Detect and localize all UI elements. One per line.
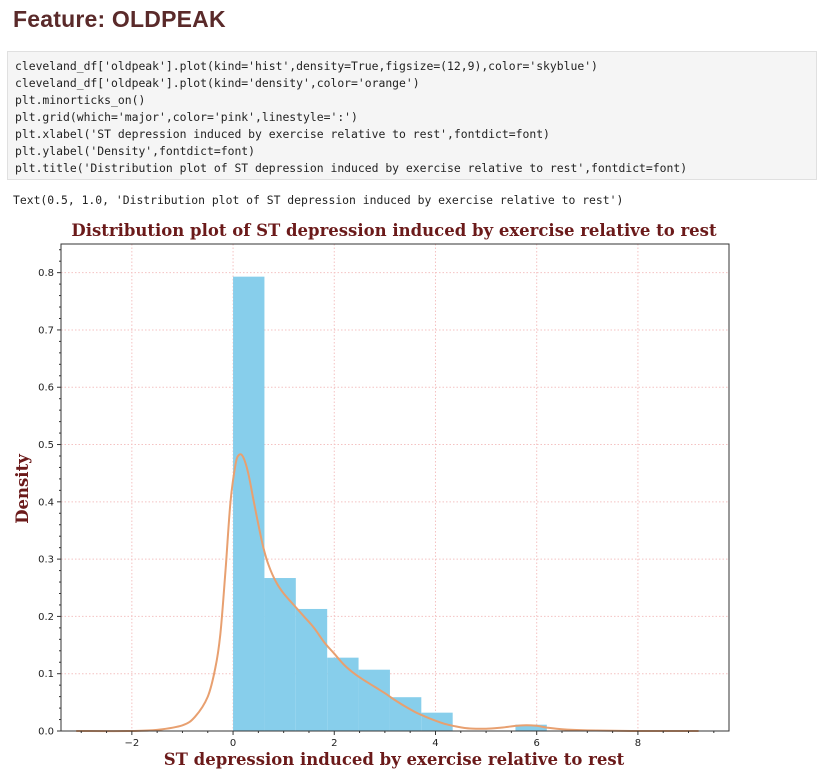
y-tick-label: 0.4	[38, 497, 54, 508]
histogram-bar	[233, 276, 265, 731]
x-tick-label: 0	[230, 738, 236, 749]
page-title: Feature: OLDPEAK	[13, 6, 226, 32]
grid-lines	[61, 244, 729, 732]
x-tick-label: 8	[635, 738, 641, 749]
x-tick-label: 2	[331, 738, 337, 749]
density-curve	[76, 453, 699, 733]
code-line: plt.title('Distribution plot of ST depre…	[15, 161, 688, 175]
histogram-bar	[515, 724, 547, 731]
y-tick-label: 0.2	[38, 612, 54, 623]
axis-ticks: −2 0 2 4 6 8 0.0 0.1 0.2 0.3 0.4 0.5 0.6 0.7 0.8	[38, 249, 715, 749]
code-line: cleveland_df['oldpeak'].plot(kind='hist'…	[15, 59, 598, 73]
y-tick-label: 0.5	[38, 440, 54, 451]
code-line: plt.grid(which='major',color='pink',line…	[15, 110, 358, 124]
x-tick-label: 6	[534, 738, 540, 749]
density-histogram-chart: Distribution plot of ST depression induc…	[13, 221, 730, 769]
y-axis-label: Density	[13, 454, 32, 524]
cell-output-text: Text(0.5, 1.0, 'Distribution plot of ST …	[13, 193, 624, 207]
chart-title: Distribution plot of ST depression induc…	[71, 221, 717, 240]
code-line: plt.minorticks_on()	[15, 93, 146, 107]
histogram-bars	[233, 276, 547, 731]
y-tick-label: 0.3	[38, 555, 54, 566]
x-axis-label: ST depression induced by exercise relati…	[164, 750, 625, 769]
histogram-bar	[327, 657, 359, 731]
histogram-bar	[389, 697, 422, 731]
code-line: cleveland_df['oldpeak'].plot(kind='densi…	[15, 76, 420, 90]
y-tick-label: 0.1	[38, 669, 54, 680]
plot-frame	[60, 243, 730, 732]
y-tick-label: 0.0	[38, 727, 54, 738]
y-tick-label: 0.7	[38, 325, 54, 336]
x-tick-label: 4	[432, 738, 438, 749]
x-tick-label: −2	[124, 738, 139, 749]
code-cell[interactable]: cleveland_df['oldpeak'].plot(kind='hist'…	[7, 51, 817, 180]
histogram-bar	[264, 578, 296, 731]
code-line: plt.xlabel('ST depression induced by exe…	[15, 127, 550, 141]
histogram-bar	[295, 608, 328, 731]
y-tick-label: 0.8	[38, 268, 54, 279]
code-line: plt.ylabel('Density',fontdict=font)	[15, 144, 256, 158]
y-tick-label: 0.6	[38, 383, 54, 394]
